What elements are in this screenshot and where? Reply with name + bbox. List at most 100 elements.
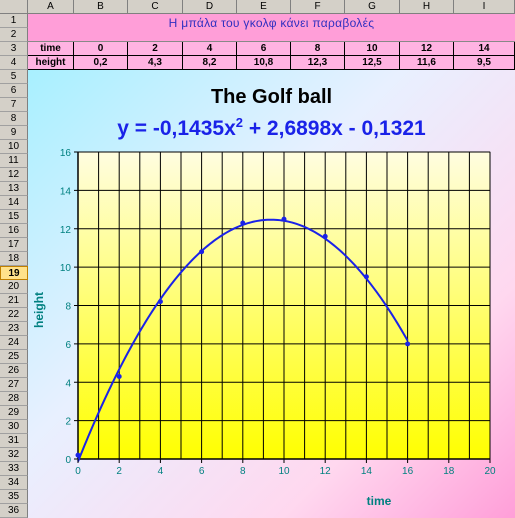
x-tick-label: 0 bbox=[75, 466, 81, 477]
height-cell[interactable]: 12,3 bbox=[291, 56, 345, 70]
column-header-C[interactable]: C bbox=[128, 0, 183, 14]
column-header-G[interactable]: G bbox=[345, 0, 400, 14]
equation-suffix: + 2,6898x - 0,1321 bbox=[243, 117, 426, 140]
data-point bbox=[363, 274, 369, 280]
y-tick-label: 12 bbox=[60, 225, 72, 236]
data-point bbox=[116, 373, 122, 379]
time-row bbox=[28, 42, 515, 56]
x-tick-label: 16 bbox=[402, 466, 414, 477]
data-point bbox=[157, 299, 163, 305]
row-header-11[interactable]: 11 bbox=[0, 154, 28, 168]
row-header-12[interactable]: 12 bbox=[0, 168, 28, 182]
column-header-D[interactable]: D bbox=[183, 0, 237, 14]
y-tick-label: 16 bbox=[60, 148, 72, 159]
data-point bbox=[199, 249, 205, 255]
row-header-18[interactable]: 18 bbox=[0, 252, 28, 266]
title-band[interactable] bbox=[28, 14, 515, 42]
row-header-2[interactable]: 2 bbox=[0, 28, 28, 42]
row-header-29[interactable]: 29 bbox=[0, 406, 28, 420]
row-header-21[interactable]: 21 bbox=[0, 294, 28, 308]
time-cell[interactable]: 6 bbox=[237, 42, 291, 56]
y-axis-title: height bbox=[32, 292, 46, 328]
height-cell[interactable]: 11,6 bbox=[400, 56, 454, 70]
data-point bbox=[240, 220, 246, 226]
row-header-19[interactable]: 19 bbox=[0, 266, 28, 280]
x-tick-label: 10 bbox=[278, 466, 290, 477]
plot-grid bbox=[77, 151, 491, 460]
row-header-20[interactable]: 20 bbox=[0, 280, 28, 294]
y-tick-label: 8 bbox=[65, 302, 71, 313]
row-header-25[interactable]: 25 bbox=[0, 350, 28, 364]
x-tick-label: 18 bbox=[443, 466, 455, 477]
row-header-15[interactable]: 15 bbox=[0, 210, 28, 224]
row-header-9[interactable]: 9 bbox=[0, 126, 28, 140]
height-cell[interactable]: 4,3 bbox=[128, 56, 183, 70]
row-header-35[interactable]: 35 bbox=[0, 490, 28, 504]
y-tick-label: 0 bbox=[65, 455, 71, 466]
sheet-title: Η μπάλα του γκολφ κάνει παραβολές bbox=[168, 16, 375, 30]
row-header-33[interactable]: 33 bbox=[0, 462, 28, 476]
time-cell[interactable]: 4 bbox=[183, 42, 237, 56]
row-header-13[interactable]: 13 bbox=[0, 182, 28, 196]
y-tick-label: 6 bbox=[65, 340, 71, 351]
time-cell[interactable]: 8 bbox=[291, 42, 345, 56]
x-tick-label: 2 bbox=[116, 466, 122, 477]
row-header-32[interactable]: 32 bbox=[0, 448, 28, 462]
height-cell[interactable]: 8,2 bbox=[183, 56, 237, 70]
column-header-E[interactable]: E bbox=[237, 0, 291, 14]
row-header-16[interactable]: 16 bbox=[0, 224, 28, 238]
y-tick-label: 4 bbox=[65, 378, 71, 389]
time-cell[interactable]: 10 bbox=[345, 42, 400, 56]
row-header-23[interactable]: 23 bbox=[0, 322, 28, 336]
height-cell[interactable]: 10,8 bbox=[237, 56, 291, 70]
y-tick-label: 10 bbox=[60, 263, 72, 274]
y-tick-label: 2 bbox=[65, 417, 71, 428]
row-header-5[interactable]: 5 bbox=[0, 70, 28, 84]
row-header-3[interactable]: 3 bbox=[0, 42, 28, 56]
x-tick-label: 4 bbox=[158, 466, 164, 477]
time-cell[interactable]: 2 bbox=[128, 42, 183, 56]
x-tick-label: 20 bbox=[484, 466, 496, 477]
row-header-27[interactable]: 27 bbox=[0, 378, 28, 392]
row-header-34[interactable]: 34 bbox=[0, 476, 28, 490]
select-all-corner[interactable] bbox=[0, 0, 28, 14]
height-label-cell[interactable]: height bbox=[28, 56, 74, 70]
row-header-7[interactable]: 7 bbox=[0, 98, 28, 112]
row-header-1[interactable]: 1 bbox=[0, 14, 28, 28]
row-header-6[interactable]: 6 bbox=[0, 84, 28, 98]
trendline-equation: y = -0,1435x2 + 2,6898x - 0,1321 bbox=[28, 115, 515, 141]
row-header-22[interactable]: 22 bbox=[0, 308, 28, 322]
row-header-10[interactable]: 10 bbox=[0, 140, 28, 154]
x-tick-label: 6 bbox=[199, 466, 205, 477]
equation-prefix: y = -0,1435x bbox=[117, 117, 236, 140]
data-points bbox=[75, 216, 411, 458]
row-header-4[interactable]: 4 bbox=[0, 56, 28, 70]
x-tick-label: 12 bbox=[320, 466, 332, 477]
data-point bbox=[281, 216, 287, 222]
column-header-F[interactable]: F bbox=[291, 0, 345, 14]
tick-labels: 0 2 4 6 8 10 12 14 16 18 20 0 2 4 6 8 10 12 14 16 bbox=[60, 148, 496, 477]
height-cell[interactable]: 0,2 bbox=[74, 56, 128, 70]
row-header-14[interactable]: 14 bbox=[0, 196, 28, 210]
equation-exponent: 2 bbox=[235, 115, 243, 130]
data-point bbox=[405, 341, 411, 347]
time-cell[interactable]: 12 bbox=[400, 42, 454, 56]
time-cell[interactable]: 0 bbox=[74, 42, 128, 56]
column-header-A[interactable]: A bbox=[28, 0, 74, 14]
row-header-17[interactable]: 17 bbox=[0, 238, 28, 252]
column-header-B[interactable]: B bbox=[74, 0, 128, 14]
time-label-cell[interactable]: time bbox=[28, 42, 74, 56]
row-header-8[interactable]: 8 bbox=[0, 112, 28, 126]
row-header-26[interactable]: 26 bbox=[0, 364, 28, 378]
row-header-30[interactable]: 30 bbox=[0, 420, 28, 434]
x-tick-label: 14 bbox=[361, 466, 373, 477]
chart-title: The Golf ball bbox=[210, 86, 333, 108]
x-tick-label: 8 bbox=[240, 466, 246, 477]
column-header-H[interactable]: H bbox=[400, 0, 454, 14]
height-row bbox=[28, 56, 515, 70]
row-header-31[interactable]: 31 bbox=[0, 434, 28, 448]
row-header-28[interactable]: 28 bbox=[0, 392, 28, 406]
height-cell[interactable]: 12,5 bbox=[345, 56, 400, 70]
row-header-24[interactable]: 24 bbox=[0, 336, 28, 350]
